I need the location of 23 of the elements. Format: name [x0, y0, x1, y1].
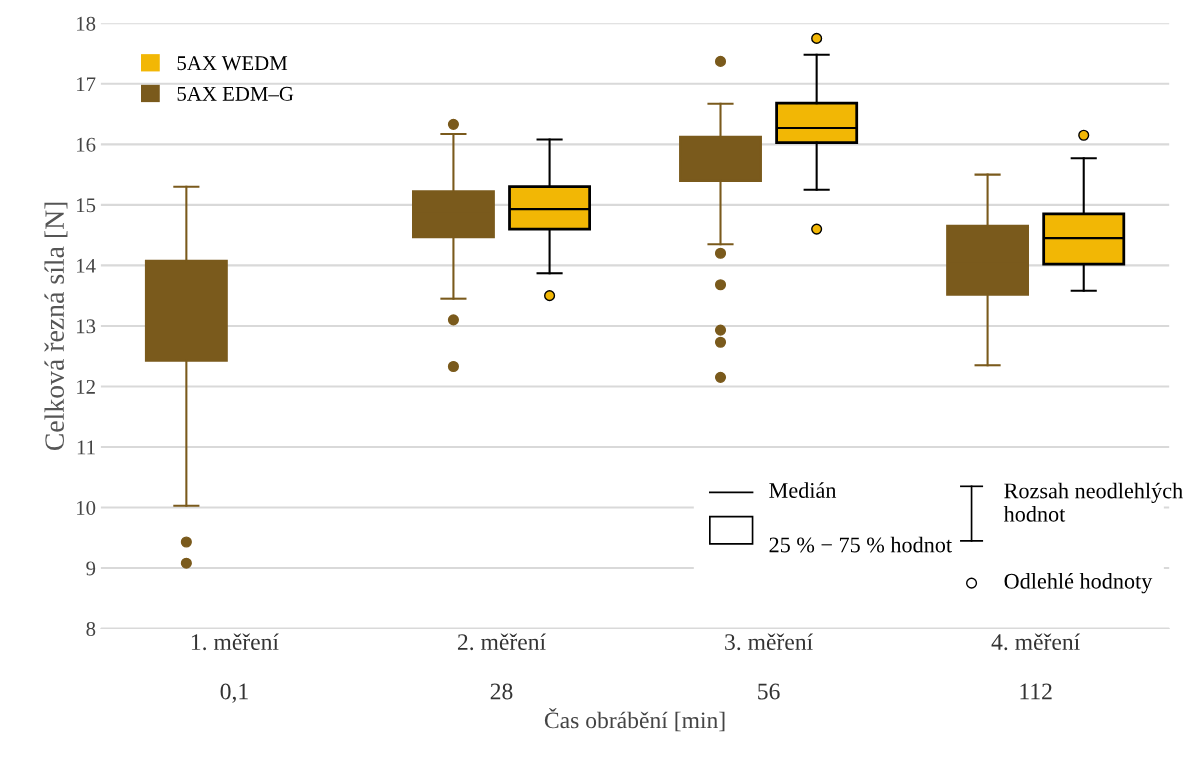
legend-label: 5AX EDM–G [177, 86, 294, 101]
category-label: 1. měření 0,1 [191, 633, 279, 703]
annotation: Medián [769, 482, 837, 498]
category-label: 4. měření 112 [991, 633, 1080, 700]
category-label: 3. měření 56 [725, 633, 813, 700]
annotation: Odlehlé hodnoty [1004, 573, 1153, 594]
annotation: 25 % − 75 % hodnot [769, 536, 952, 553]
category-label: 2. měření 28 [457, 633, 546, 700]
x-axis-title: Čas obrábění [min] [544, 707, 725, 732]
y-tick-label: 15 [77, 198, 96, 213]
y-tick-label: 10 [77, 500, 96, 515]
y-tick-label: 9 [86, 561, 96, 576]
legend-label: 5AX WEDM [177, 56, 288, 71]
y-tick-label: 14 [77, 258, 96, 273]
y-tick-label: 12 [77, 379, 95, 394]
y-tick-label: 18 [77, 16, 96, 31]
y-tick-label: 13 [77, 319, 96, 334]
y-tick-label: 17 [77, 77, 96, 92]
y-tick-label: 11 [77, 440, 95, 455]
y-tick-label: 16 [77, 137, 96, 152]
y-axis-title: Celková řezná síla [N] [44, 202, 68, 451]
annotation: Rozsah neodlehlých hodnot [1003, 482, 1183, 522]
y-tick-label: 8 [86, 621, 96, 636]
